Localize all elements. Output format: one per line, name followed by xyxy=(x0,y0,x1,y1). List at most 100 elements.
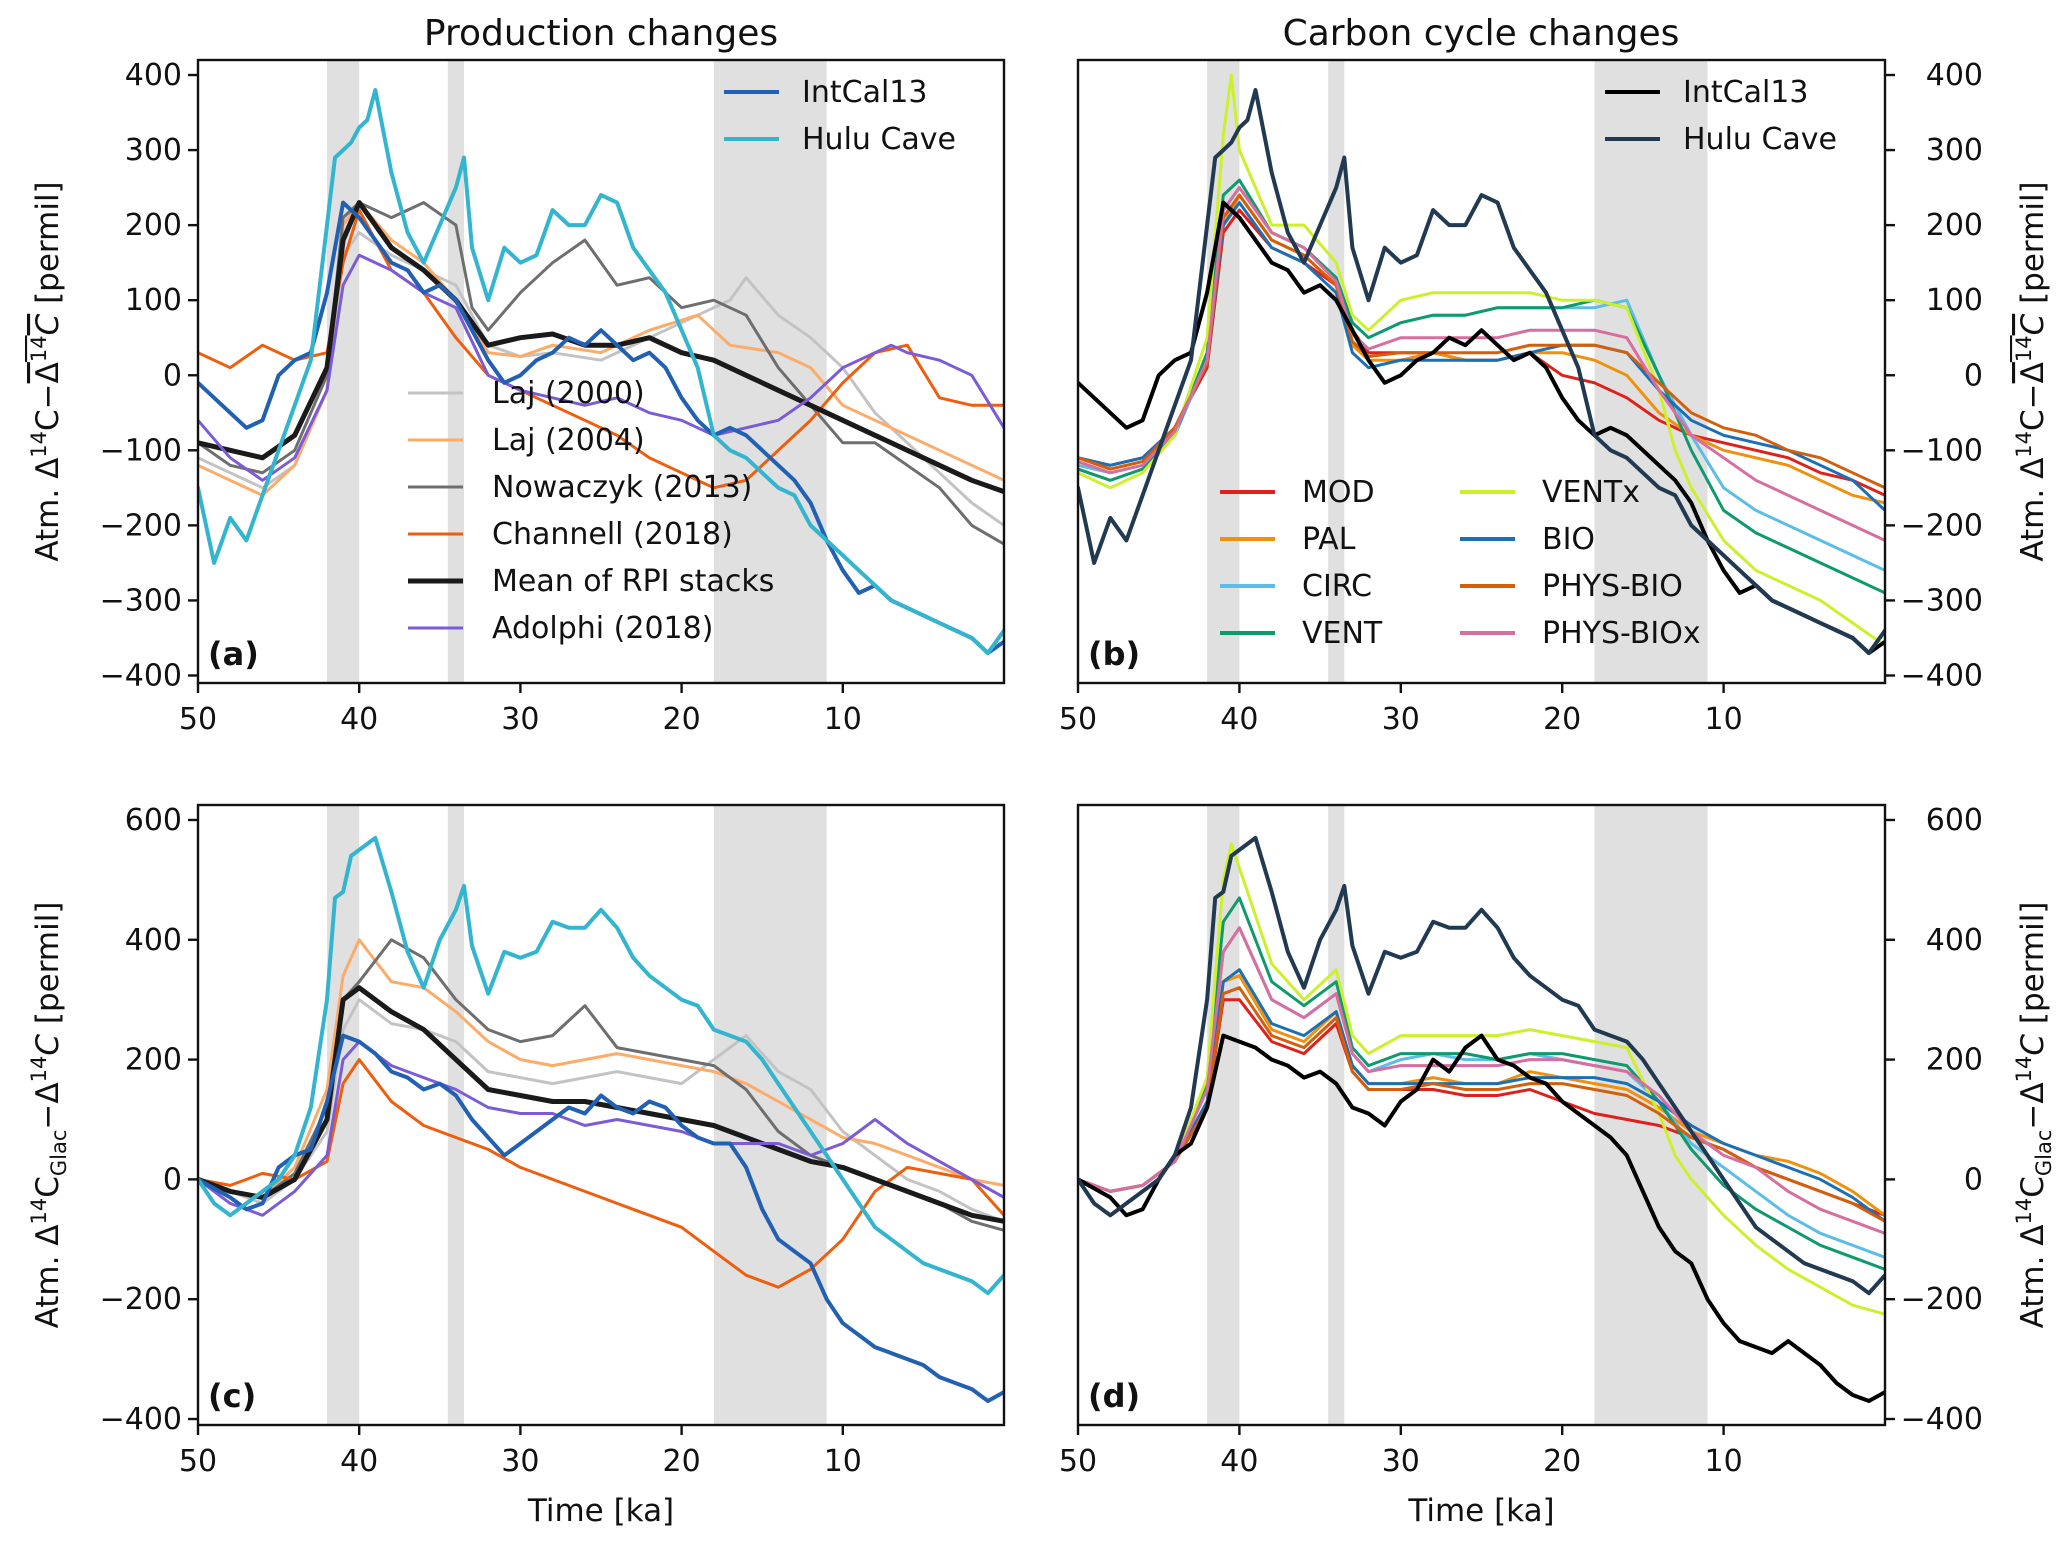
y-axis-label: Atm. Δ14CGlac−Δ14C [permil] xyxy=(2012,902,2056,1329)
column-title-production: Production changes xyxy=(424,13,778,54)
panel-b: 50 40 30 20 10 −400 −300 −200 −100 0 100 200 300 400 A… xyxy=(1059,58,2051,737)
x-tick-label: 30 xyxy=(501,1444,539,1479)
legend-label-mean-of-rpi-stacks: Mean of RPI stacks xyxy=(492,564,774,599)
panel-c: 50 40 30 20 10 −400 −200 0 200 400 600 Atm. Δ14CGla… xyxy=(27,803,1006,1529)
panel-letter: (a) xyxy=(208,635,259,673)
x-tick-label: 30 xyxy=(1382,702,1420,737)
y-tick-label: 200 xyxy=(1926,1043,1983,1078)
y-tick-label: 200 xyxy=(1926,208,1983,243)
y-tick-label: 100 xyxy=(1926,283,1983,318)
column-title-carbon-cycle: Carbon cycle changes xyxy=(1283,13,1680,54)
shaded-interval xyxy=(1328,60,1345,683)
y-tick-label: 200 xyxy=(125,1043,182,1078)
series-line-hulu-cave xyxy=(198,835,1004,1296)
legend-label-ventx: VENTx xyxy=(1542,475,1640,510)
y-tick-label: 0 xyxy=(1964,1162,1983,1197)
series-line-bio xyxy=(1078,201,1885,512)
panels: 50 40 30 20 10−400−300−200−1000100200300400A… xyxy=(27,58,2056,1529)
series-line-adolphi-2018 xyxy=(198,1040,1004,1217)
shaded-interval xyxy=(447,60,464,683)
legend-bottom-center: MOD PAL CIRC VENT VENTx BIO PHYS-BIO PHYS-BIOx xyxy=(1220,475,1701,651)
y-tick-label: −100 xyxy=(100,433,182,468)
y-tick-label: −200 xyxy=(1901,1282,1983,1317)
legend-top-right: IntCal13 Hulu Cave xyxy=(1605,75,1837,157)
y-tick-label: −400 xyxy=(1901,658,1983,693)
y-tick-label: −200 xyxy=(100,508,182,543)
y-tick-label: 400 xyxy=(125,923,182,958)
legend-label-adolphi-2018: Adolphi (2018) xyxy=(492,611,713,646)
series-line-intcal13 xyxy=(198,200,1004,655)
x-tick-label: 40 xyxy=(340,1444,378,1479)
y-tick-label: 100 xyxy=(125,283,182,318)
x-tick-label: 40 xyxy=(1220,702,1258,737)
y-tick-label: 300 xyxy=(125,133,182,168)
x-tick-label: 50 xyxy=(1059,702,1097,737)
y-tick-label: 600 xyxy=(1926,803,1983,838)
x-tick-label: 30 xyxy=(501,702,539,737)
y-axis-label: Atm. Δ14CGlac−Δ14C [permil] xyxy=(27,902,71,1329)
series-line-vent xyxy=(1078,178,1885,595)
series-line-hulu-cave xyxy=(1078,88,1885,655)
series-line-pal xyxy=(1078,193,1885,505)
shaded-interval xyxy=(326,805,360,1425)
legend-label-intcal13: IntCal13 xyxy=(802,75,927,110)
series-line-channell-2018 xyxy=(198,1058,1004,1289)
shaded-interval xyxy=(326,60,360,683)
axes-frame xyxy=(196,803,1006,1427)
y-tick-label: 0 xyxy=(163,1162,182,1197)
y-tick-label: −300 xyxy=(1901,583,1983,618)
series-line-phys-bio xyxy=(1078,986,1885,1223)
legend-label-mod: MOD xyxy=(1302,475,1375,510)
y-tick-label: −200 xyxy=(1901,508,1983,543)
shaded-interval xyxy=(1328,805,1345,1425)
legend-bottom-center: Laj (2000) Laj (2004) Nowaczyk (2013) Chann… xyxy=(408,376,774,646)
x-tick-label: 10 xyxy=(1705,702,1743,737)
axes-frame xyxy=(196,58,1006,685)
x-tick-label: 50 xyxy=(179,702,217,737)
legend-label-vent: VENT xyxy=(1302,616,1383,651)
x-tick-label: 10 xyxy=(824,1444,862,1479)
x-tick-label: 50 xyxy=(179,1444,217,1479)
legend-label-phys-biox: PHYS-BIOx xyxy=(1542,616,1701,651)
y-tick-label: 600 xyxy=(125,803,182,838)
y-axis-label: Atm. Δ14C−Δ14C [permil] xyxy=(27,181,66,561)
y-tick-label: 400 xyxy=(1926,58,1983,93)
legend-top-right: IntCal13 Hulu Cave xyxy=(724,75,956,157)
x-tick-label: 20 xyxy=(1543,1444,1581,1479)
y-axis-label: Atm. Δ14C−Δ14C [permil] xyxy=(2012,181,2051,561)
x-tick-label: 30 xyxy=(1382,1444,1420,1479)
legend-label-channell-2018: Channell (2018) xyxy=(492,517,733,552)
y-tick-label: 200 xyxy=(125,208,182,243)
x-tick-label: 20 xyxy=(663,1444,701,1479)
legend-label-pal: PAL xyxy=(1302,522,1356,557)
y-tick-label: 0 xyxy=(163,358,182,393)
series-line-intcal13 xyxy=(198,1033,1004,1403)
legend-label-laj-2000: Laj (2000) xyxy=(492,376,645,411)
x-tick-label: 40 xyxy=(1220,1444,1258,1479)
series-line-intcal13 xyxy=(1078,1033,1885,1403)
x-tick-label: 10 xyxy=(824,702,862,737)
series-line-hulu-cave xyxy=(198,88,1004,655)
series-line-ventx xyxy=(1078,842,1885,1316)
series-lines xyxy=(1078,835,1885,1403)
y-tick-label: 0 xyxy=(1964,358,1983,393)
panel-d: 50 40 30 20 10 −400 −200 0 200 400 600 Atm. Δ14CGla… xyxy=(1059,803,2056,1529)
legend-label-bio: BIO xyxy=(1542,522,1595,557)
x-axis-label: Time [ka] xyxy=(527,1493,674,1529)
y-tick-label: −200 xyxy=(100,1282,182,1317)
shaded-interval xyxy=(713,805,827,1425)
series-line-intcal13 xyxy=(1078,200,1885,655)
x-axis-label: Time [ka] xyxy=(1407,1493,1554,1529)
panel-letter: (c) xyxy=(208,1377,256,1415)
x-tick-label: 10 xyxy=(1705,1444,1743,1479)
shaded-interval xyxy=(447,805,464,1425)
y-tick-label: −100 xyxy=(1901,433,1983,468)
series-line-adolphi-2018 xyxy=(198,253,1004,482)
panel-letter: (d) xyxy=(1088,1377,1140,1415)
x-tick-label: 50 xyxy=(1059,1444,1097,1479)
legend-label-hulu-cave: Hulu Cave xyxy=(802,122,956,157)
legend-label-laj-2004: Laj (2004) xyxy=(492,423,645,458)
y-tick-label: −400 xyxy=(100,658,182,693)
legend-label-nowaczyk-2013: Nowaczyk (2013) xyxy=(492,470,752,505)
